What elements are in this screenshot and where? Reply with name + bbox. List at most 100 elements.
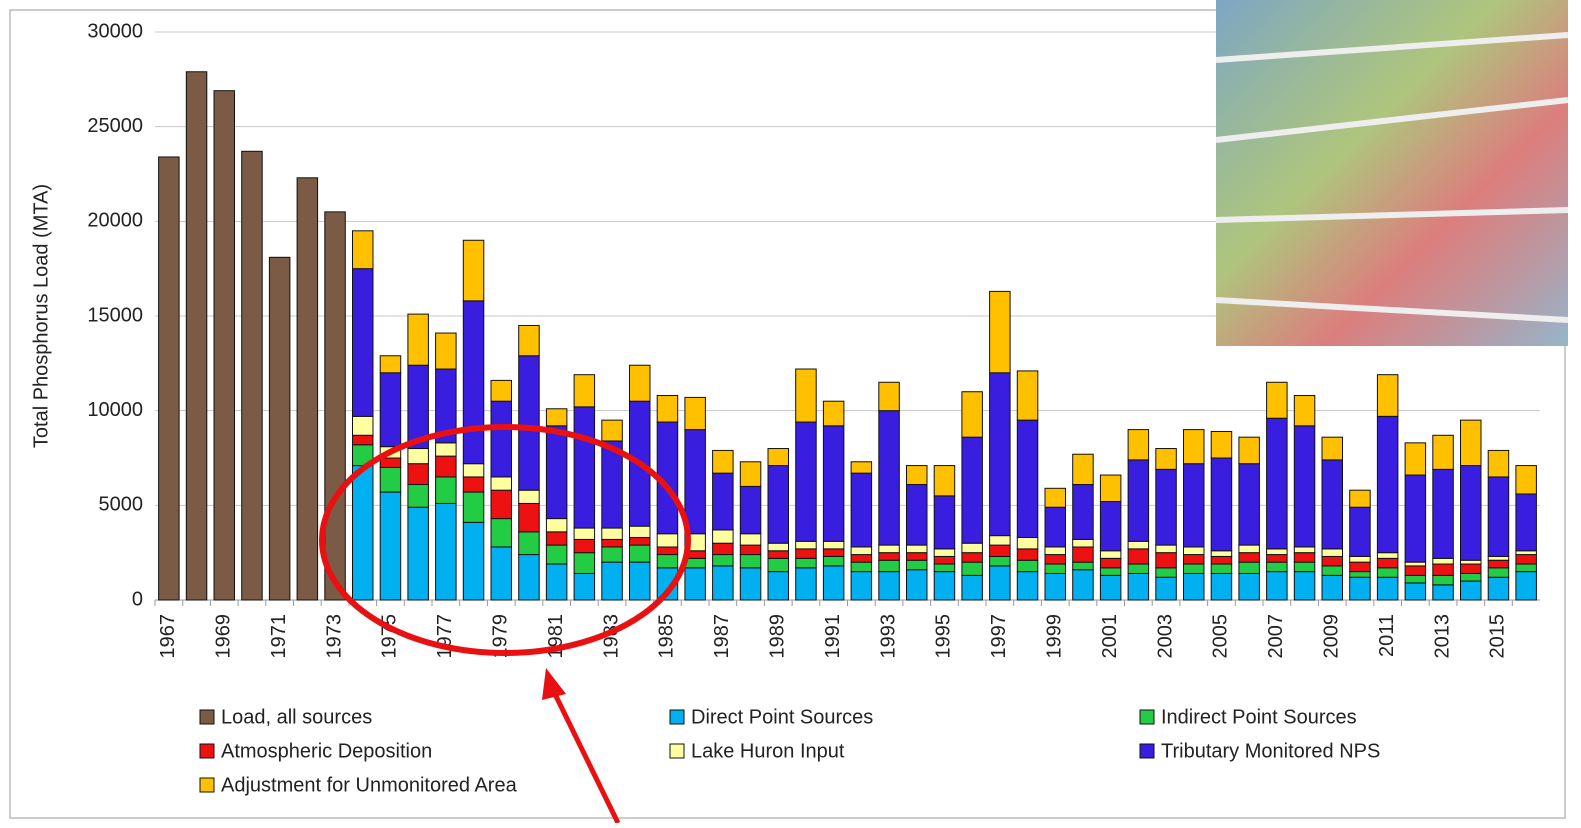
bar-segment — [1488, 450, 1508, 477]
bar-segment — [463, 301, 483, 464]
bar-segment — [1073, 547, 1093, 562]
bar-segment — [1516, 564, 1536, 572]
bar-segment — [1461, 573, 1481, 581]
legend-swatch — [200, 710, 214, 724]
bar-segment — [1128, 541, 1148, 549]
bar-segment — [630, 538, 650, 546]
bar-segment — [1461, 560, 1481, 564]
bar-segment — [1350, 556, 1370, 562]
bar-segment — [1267, 382, 1287, 418]
bar-segment — [879, 382, 899, 410]
bar-segment — [1461, 564, 1481, 573]
bar-segment — [1322, 549, 1342, 557]
bar-segment — [1128, 564, 1148, 573]
bar-segment — [380, 373, 400, 447]
bar-segment — [1433, 469, 1453, 558]
x-tick-label: 1971 — [268, 614, 290, 659]
bar-segment — [574, 407, 594, 528]
bar-segment — [1516, 551, 1536, 555]
x-tick-label: 2009 — [1321, 614, 1343, 659]
bar-segment — [463, 492, 483, 522]
bar-segment — [436, 477, 456, 504]
bar-segment — [1045, 564, 1065, 573]
x-tick-label: 1997 — [988, 614, 1010, 659]
x-tick-label: 1989 — [767, 614, 789, 659]
bar-segment — [463, 522, 483, 600]
bar-segment — [740, 555, 760, 568]
bar-segment — [1516, 494, 1536, 551]
bar-segment — [1045, 555, 1065, 564]
bar-segment — [380, 492, 400, 600]
bar-segment — [1322, 437, 1342, 460]
bar-segment — [408, 449, 428, 464]
bar-segment — [1350, 577, 1370, 600]
bar-segment — [519, 555, 539, 600]
bar-segment — [1156, 577, 1176, 600]
bar-segment — [1184, 564, 1204, 573]
bar-segment — [1433, 558, 1453, 564]
legend-label: Atmospheric Deposition — [221, 740, 432, 762]
bar-segment — [934, 466, 954, 496]
bar-segment — [851, 462, 871, 473]
bar-segment — [1073, 562, 1093, 570]
bar-segment — [907, 466, 927, 485]
bar-segment — [1377, 375, 1397, 417]
bar-segment — [1239, 437, 1259, 464]
bar-segment — [1488, 568, 1508, 577]
legend-swatch — [200, 744, 214, 758]
x-tick-label: 2001 — [1099, 614, 1121, 659]
bar-segment — [1239, 464, 1259, 545]
bar-segment — [1100, 551, 1120, 559]
bar-segment — [657, 547, 677, 555]
bar-segment — [1184, 555, 1204, 564]
bar-segment — [436, 503, 456, 600]
bar-segment — [1377, 416, 1397, 552]
bar-segment — [1488, 556, 1508, 560]
bar-segment — [990, 373, 1010, 536]
bar-segment — [768, 449, 788, 466]
bar-segment — [353, 269, 373, 417]
bar-segment — [1184, 573, 1204, 600]
bar-segment — [1405, 475, 1425, 562]
photo — [1216, 0, 1568, 346]
bar-segment — [1267, 562, 1287, 571]
bar-segment — [1322, 566, 1342, 575]
bar-segment — [934, 556, 954, 564]
bar-segment — [1073, 570, 1093, 600]
bar-segment — [1294, 426, 1314, 547]
bar-segment — [353, 466, 373, 600]
bar-segment — [1184, 464, 1204, 547]
bar-segment — [1433, 564, 1453, 575]
x-tick-label: 1993 — [877, 614, 899, 659]
legend-label: Load, all sources — [221, 706, 372, 728]
bar-segment — [823, 541, 843, 549]
bar-segment — [353, 416, 373, 435]
bar-segment — [713, 566, 733, 600]
bar-segment — [879, 572, 899, 600]
bar-segment — [990, 291, 1010, 372]
bar-segment — [1488, 477, 1508, 557]
bar-segment — [879, 560, 899, 571]
bar-segment — [713, 530, 733, 543]
bar-segment — [823, 566, 843, 600]
bar-segment — [602, 420, 622, 441]
bar-segment — [907, 485, 927, 546]
bar-segment — [713, 450, 733, 473]
bar-segment — [796, 549, 816, 558]
bar-segment — [657, 555, 677, 568]
bar-segment — [768, 543, 788, 551]
bar-segment — [1239, 545, 1259, 553]
bar-segment — [990, 545, 1010, 556]
bar-segment — [546, 519, 566, 532]
bar-segment — [1488, 560, 1508, 568]
bar-segment — [851, 572, 871, 600]
legend-swatch — [1140, 710, 1154, 724]
bar-segment — [519, 490, 539, 503]
bar-segment — [159, 157, 179, 600]
x-tick-label: 1991 — [822, 614, 844, 659]
bar-segment — [1294, 396, 1314, 426]
bar-segment — [796, 541, 816, 549]
bar-segment — [408, 485, 428, 508]
bar-segment — [962, 437, 982, 543]
bar-segment — [796, 558, 816, 567]
